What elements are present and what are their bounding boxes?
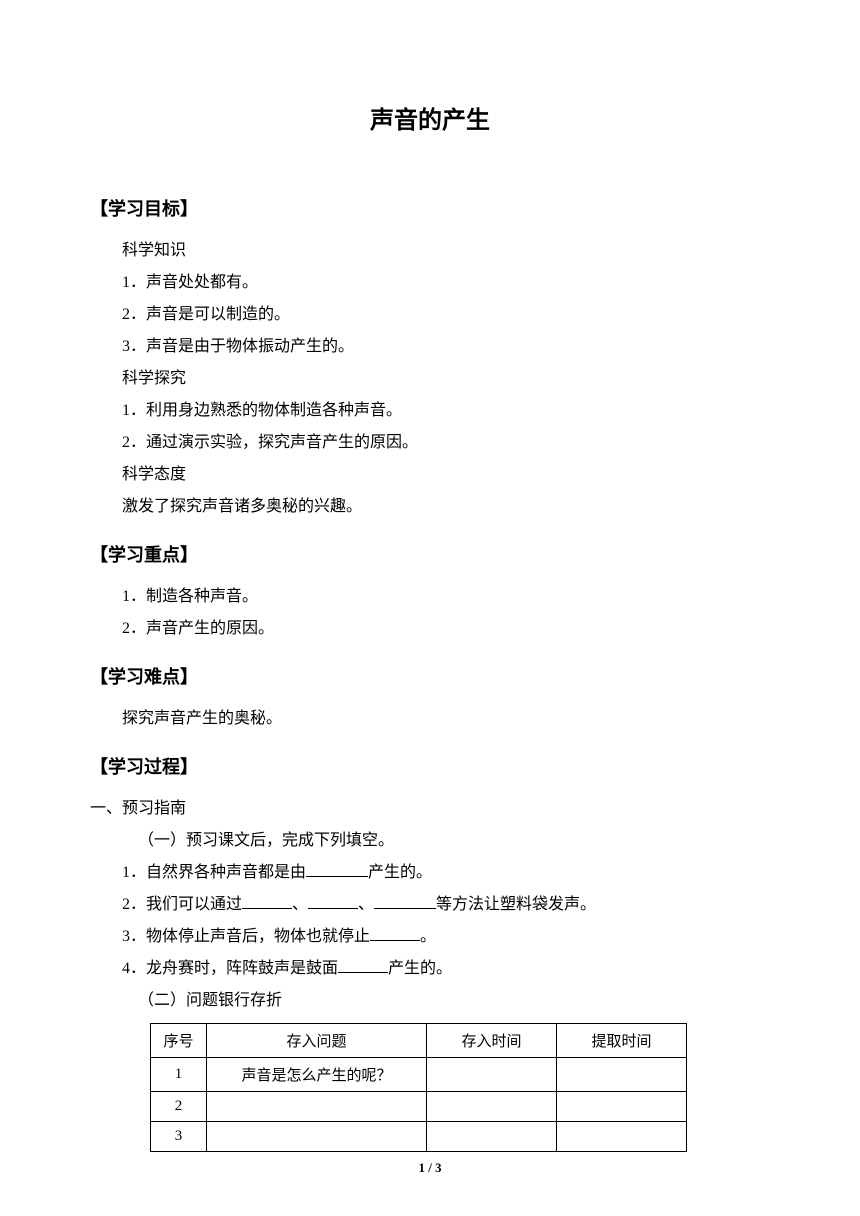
table-cell: 2 [151,1092,207,1122]
section-keypoints-header: 【学习重点】 [90,541,770,567]
table-cell: 3 [151,1122,207,1152]
table-header: 存入问题 [207,1024,427,1058]
fill4-text-a: 4．龙舟赛时，阵阵鼓声是鼓面 [122,960,338,977]
table-cell[interactable] [557,1122,687,1152]
fill2-text-b: 等方法让塑料袋发声。 [436,896,596,913]
fill4-text-b: 产生的。 [388,960,452,977]
keypoint-item: 2．声音产生的原因。 [90,613,770,645]
table-cell[interactable] [207,1092,427,1122]
knowledge-label: 科学知识 [90,235,770,267]
fill-blank[interactable] [370,925,420,941]
inquiry-item: 1．利用身边熟悉的物体制造各种声音。 [90,395,770,427]
table-cell[interactable] [207,1122,427,1152]
section-goals-header: 【学习目标】 [90,195,770,221]
page-number: 1 / 3 [0,1160,860,1176]
fill3-text-b: 。 [420,928,436,945]
page-title: 声音的产生 [90,100,770,135]
attitude-item: 激发了探究声音诸多奥秘的兴趣。 [90,491,770,523]
table-row: 1 声音是怎么产生的呢？ [151,1058,687,1092]
attitude-label: 科学态度 [90,459,770,491]
table-cell[interactable] [557,1092,687,1122]
table-cell[interactable] [557,1058,687,1092]
fill2-sep: 、 [292,896,308,913]
inquiry-item: 2．通过演示实验，探究声音产生的原因。 [90,427,770,459]
section-process-header: 【学习过程】 [90,753,770,779]
keypoint-item: 1．制造各种声音。 [90,581,770,613]
fill-blank[interactable] [308,893,358,909]
part1-label: （一）预习课文后，完成下列填空。 [90,825,770,857]
fill2-text-a: 2．我们可以通过 [122,896,242,913]
knowledge-item: 1．声音处处都有。 [90,267,770,299]
table-cell: 声音是怎么产生的呢？ [207,1058,427,1092]
table-header: 存入时间 [427,1024,557,1058]
part2-label: （二）问题银行存折 [90,985,770,1017]
knowledge-item: 3．声音是由于物体振动产生的。 [90,331,770,363]
table-cell[interactable] [427,1122,557,1152]
fill1-text-b: 产生的。 [368,864,432,881]
fill-blank[interactable] [374,893,436,909]
table-cell[interactable] [427,1058,557,1092]
table-header: 提取时间 [557,1024,687,1058]
table-cell[interactable] [427,1092,557,1122]
fill-question-4: 4．龙舟赛时，阵阵鼓声是鼓面 产生的。 [90,953,770,985]
preview-label: 一、预习指南 [90,793,770,825]
fill1-text-a: 1．自然界各种声音都是由 [122,864,306,881]
table-header: 序号 [151,1024,207,1058]
table-row: 3 [151,1122,687,1152]
question-bank-table: 序号 存入问题 存入时间 提取时间 1 声音是怎么产生的呢？ 2 3 [150,1023,687,1152]
fill3-text-a: 3．物体停止声音后，物体也就停止 [122,928,370,945]
fill-question-2: 2．我们可以通过 、 、 等方法让塑料袋发声。 [90,889,770,921]
difficulty-text: 探究声音产生的奥秘。 [90,703,770,735]
fill-question-3: 3．物体停止声音后，物体也就停止 。 [90,921,770,953]
table-row: 2 [151,1092,687,1122]
fill-blank[interactable] [242,893,292,909]
fill-question-1: 1．自然界各种声音都是由 产生的。 [90,857,770,889]
inquiry-label: 科学探究 [90,363,770,395]
fill-blank[interactable] [306,861,368,877]
table-cell: 1 [151,1058,207,1092]
table-header-row: 序号 存入问题 存入时间 提取时间 [151,1024,687,1058]
fill-blank[interactable] [338,957,388,973]
fill2-sep: 、 [358,896,374,913]
knowledge-item: 2．声音是可以制造的。 [90,299,770,331]
section-difficulty-header: 【学习难点】 [90,663,770,689]
